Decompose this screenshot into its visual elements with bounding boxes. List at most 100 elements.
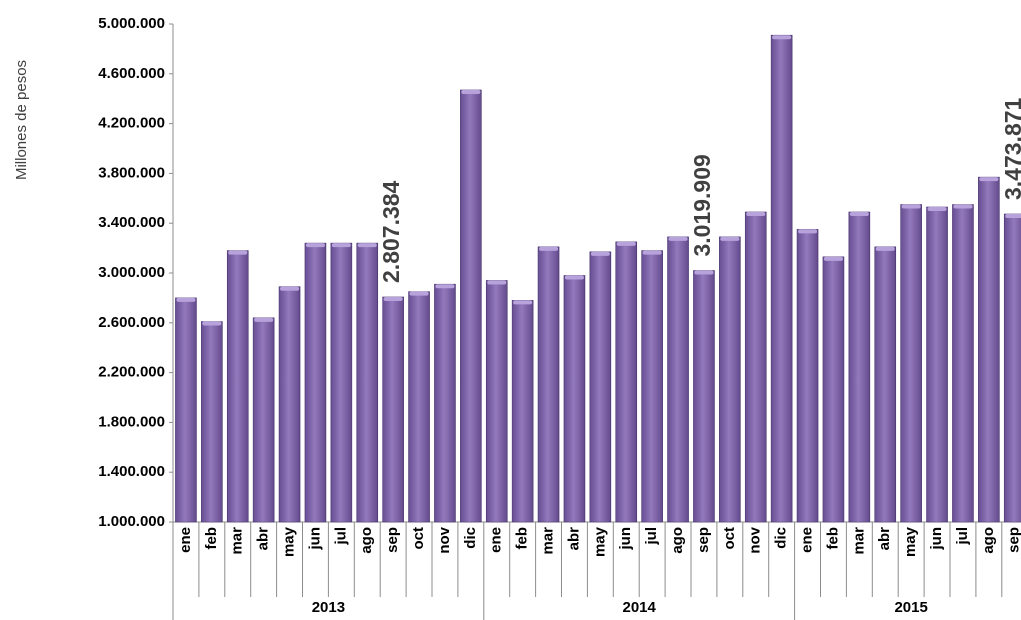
bar-cap <box>1005 214 1021 219</box>
bar-shade <box>175 297 197 522</box>
x-tick-label: sep <box>384 527 401 553</box>
x-tick-label: jun <box>306 527 323 551</box>
y-tick-label: 3.000.000 <box>98 264 165 281</box>
bar-shade <box>771 35 793 523</box>
bar-cap <box>176 297 196 302</box>
data-label: 2.807.384 <box>378 180 404 283</box>
x-tick-label: nov <box>747 526 764 553</box>
bar-shade <box>538 246 560 523</box>
x-tick-label: jun <box>617 527 634 551</box>
x-tick-label: mar <box>229 527 246 555</box>
bar-shade <box>874 246 896 523</box>
bar-shade <box>822 256 844 522</box>
x-tick-label: may <box>902 526 919 557</box>
bar-cap <box>720 236 740 241</box>
x-tick-label: sep <box>695 527 712 553</box>
bar-cap <box>280 286 300 291</box>
x-tick-label: ago <box>980 527 997 554</box>
bar-cap <box>539 246 559 251</box>
x-tick-label: ene <box>488 527 505 553</box>
x-tick-label: abr <box>255 527 272 551</box>
bar-shade <box>330 243 352 522</box>
bar-cap <box>849 211 869 216</box>
x-tick-label: oct <box>410 527 427 550</box>
bar-shade <box>797 229 819 523</box>
bar-cap <box>513 300 533 305</box>
x-tick-label: jul <box>643 527 660 546</box>
group-label: 2013 <box>312 599 345 616</box>
bar-cap <box>953 204 973 209</box>
bar-cap <box>564 275 584 280</box>
y-tick-label: 1.400.000 <box>98 463 165 480</box>
bar-cap <box>228 250 248 255</box>
x-tick-label: sep <box>1006 527 1021 553</box>
y-tick-label: 3.800.000 <box>98 164 165 181</box>
bar-cap <box>979 177 999 182</box>
y-tick-label: 2.200.000 <box>98 364 165 381</box>
y-tick-label: 4.600.000 <box>98 65 165 82</box>
bar-cap <box>694 270 714 275</box>
bar-cap <box>435 284 455 289</box>
y-tick-label: 4.200.000 <box>98 115 165 132</box>
bar-shade <box>356 243 378 522</box>
bar-cap <box>202 321 222 326</box>
bar-shade <box>201 321 223 522</box>
bar-cap <box>823 256 843 261</box>
bar-shade <box>227 250 249 522</box>
bar-shade <box>641 250 663 522</box>
bar-shade <box>693 270 715 522</box>
bar-shade <box>563 275 585 522</box>
data-label: 3.019.909 <box>689 154 715 256</box>
bar-shade <box>382 296 404 522</box>
bar-cap <box>461 89 481 94</box>
y-axis-title: Millones de pesos <box>13 60 30 180</box>
y-tick-label: 2.600.000 <box>98 314 165 331</box>
data-label: 3.473.871 <box>1000 97 1021 200</box>
x-tick-label: may <box>281 526 298 557</box>
bar-shade <box>848 211 870 522</box>
bar-cap <box>927 207 947 212</box>
bar-cap <box>254 317 274 322</box>
bar-cap <box>383 296 403 301</box>
bar-shade <box>926 207 948 522</box>
bar-cap <box>875 246 895 251</box>
bar-shade <box>900 204 922 522</box>
group-label: 2015 <box>894 599 927 616</box>
x-tick-label: jul <box>954 527 971 546</box>
x-tick-label: jun <box>928 527 945 551</box>
bar-shade <box>978 177 1000 522</box>
bar-cap <box>798 229 818 234</box>
bar-cap <box>616 241 636 246</box>
x-tick-label: may <box>591 526 608 557</box>
x-tick-label: nov <box>436 526 453 553</box>
x-tick-label: ago <box>669 527 686 554</box>
bar-cap <box>409 291 429 296</box>
x-tick-label: feb <box>514 527 531 550</box>
bar-cap <box>746 211 766 216</box>
bar-cap <box>487 280 507 285</box>
x-tick-label: mar <box>540 527 557 555</box>
bar-shade <box>952 204 974 522</box>
x-tick-label: dic <box>462 527 479 549</box>
bar-cap <box>772 35 792 40</box>
x-tick-label: feb <box>824 527 841 550</box>
bar-cap <box>331 243 351 248</box>
bar-shade <box>408 291 430 522</box>
bar-shade <box>512 300 534 522</box>
y-tick-label: 5.000.000 <box>98 15 165 32</box>
bar-shade <box>486 280 508 522</box>
x-tick-label: abr <box>876 527 893 551</box>
x-tick-label: ene <box>799 527 816 553</box>
group-label: 2014 <box>623 599 657 616</box>
bar-cap <box>668 236 688 241</box>
x-tick-label: dic <box>773 527 790 549</box>
bar-shade <box>667 236 689 522</box>
x-tick-label: mar <box>850 527 867 555</box>
bar-cap <box>901 204 921 209</box>
bar-cap <box>642 250 662 255</box>
bar-shade <box>719 236 741 522</box>
x-tick-label: jul <box>332 527 349 546</box>
y-tick-label: 1.800.000 <box>98 413 165 430</box>
bar-cap <box>357 243 377 248</box>
